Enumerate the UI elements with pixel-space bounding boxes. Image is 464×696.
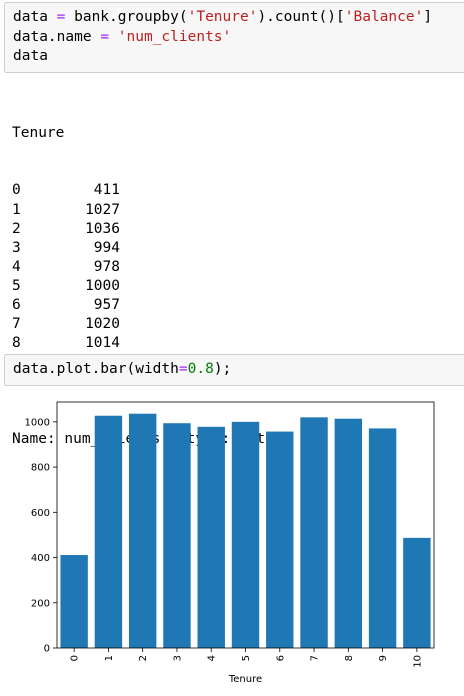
code-token: = bbox=[56, 9, 66, 25]
bar bbox=[60, 555, 88, 648]
bar bbox=[128, 413, 157, 648]
y-tick-label: 800 bbox=[31, 463, 50, 474]
code-line: data = bank.groupby('Tenure').count()['B… bbox=[13, 8, 464, 28]
bar bbox=[94, 415, 123, 648]
output-row: 6 957 bbox=[12, 296, 283, 315]
bar bbox=[231, 421, 260, 648]
output-index: 8 bbox=[12, 335, 21, 352]
output-row: 3 994 bbox=[12, 239, 283, 258]
code-line: data.plot.bar(width=0.8); bbox=[13, 360, 464, 380]
output-index: 3 bbox=[12, 239, 21, 256]
x-tick-label: 1 bbox=[104, 655, 115, 661]
output-index: 4 bbox=[12, 258, 21, 275]
output-row: 7 1020 bbox=[12, 315, 283, 334]
code-token: = bbox=[178, 361, 188, 377]
output-value: 994 bbox=[93, 239, 120, 256]
output-index-name: Tenure bbox=[12, 125, 65, 142]
code-token: 'Tenure' bbox=[187, 9, 258, 25]
y-tick-label: 600 bbox=[31, 508, 50, 519]
code-token: data.name bbox=[13, 28, 101, 45]
x-tick-label: 8 bbox=[344, 655, 355, 661]
output-index: 1 bbox=[12, 201, 21, 218]
code-token: ] bbox=[423, 9, 433, 25]
code-token: ).count()[ bbox=[257, 9, 345, 25]
code-token: 'Balance' bbox=[344, 9, 424, 25]
code-token: 'num_clients' bbox=[117, 28, 232, 45]
x-tick-label: 2 bbox=[138, 655, 149, 661]
x-tick-label: 10 bbox=[412, 655, 423, 668]
bar bbox=[403, 537, 431, 648]
output-row: 5 1000 bbox=[12, 277, 283, 296]
y-tick-label: 200 bbox=[31, 598, 50, 609]
output-value: 1027 bbox=[85, 201, 120, 218]
code-line: data.name = 'num_clients' bbox=[13, 28, 464, 48]
code-cell[interactable]: data.plot.bar(width=0.8); bbox=[4, 354, 464, 386]
output-value: 1014 bbox=[85, 335, 120, 352]
output-value: 978 bbox=[93, 258, 120, 275]
x-tick-label: 3 bbox=[172, 655, 183, 661]
x-axis-label: Tenure bbox=[228, 674, 262, 685]
x-tick-label: 5 bbox=[241, 655, 252, 661]
x-tick-label: 0 bbox=[70, 655, 81, 661]
axes-frame bbox=[56, 401, 435, 649]
bar bbox=[368, 428, 397, 648]
output-index: 0 bbox=[12, 182, 21, 199]
output-row: 2 1036 bbox=[12, 220, 283, 239]
y-tick-label: 400 bbox=[31, 553, 50, 564]
code-token: data bbox=[13, 48, 48, 64]
x-tick-label: 9 bbox=[378, 655, 389, 661]
code-token bbox=[109, 29, 118, 45]
bar bbox=[300, 417, 328, 648]
output-row: 0 411 bbox=[12, 181, 283, 200]
code-token: bank.groupby( bbox=[65, 9, 188, 25]
y-tick-label: 1000 bbox=[25, 417, 50, 428]
code-token: data bbox=[13, 9, 57, 25]
bar bbox=[197, 426, 225, 648]
code-token: = bbox=[100, 28, 110, 45]
code-cell[interactable]: data = bank.groupby('Tenure').count()['B… bbox=[4, 2, 464, 73]
x-tick-label: 7 bbox=[310, 655, 321, 661]
output-value: 1036 bbox=[85, 220, 120, 237]
y-tick-label: 0 bbox=[44, 644, 50, 655]
code-token: 0.8 bbox=[187, 361, 214, 377]
bar bbox=[163, 423, 191, 648]
code-token: ); bbox=[213, 361, 232, 377]
chart: 0 200 400 600 800 1000 0 1 2 3 4 5 6 7 8 9 10 Tenure bbox=[25, 401, 435, 685]
output-value: 957 bbox=[93, 297, 120, 314]
bar bbox=[266, 431, 294, 648]
bar bbox=[334, 418, 363, 648]
x-tick-label: 4 bbox=[207, 655, 218, 661]
output-index: 2 bbox=[12, 220, 21, 237]
output-value: 1000 bbox=[85, 277, 120, 294]
output-value: 1020 bbox=[85, 316, 120, 333]
output-index: 6 bbox=[12, 297, 21, 314]
output-value: 411 bbox=[93, 182, 120, 199]
output-row: 8 1014 bbox=[12, 334, 283, 353]
code-token: data.plot.bar(width bbox=[13, 361, 179, 377]
code-line: data bbox=[13, 47, 464, 67]
x-tick-label: 6 bbox=[275, 655, 286, 661]
output-index: 5 bbox=[12, 277, 21, 294]
output-row: 4 978 bbox=[12, 258, 283, 277]
output-index: 7 bbox=[12, 316, 21, 333]
output-row: 1 1027 bbox=[12, 201, 283, 220]
